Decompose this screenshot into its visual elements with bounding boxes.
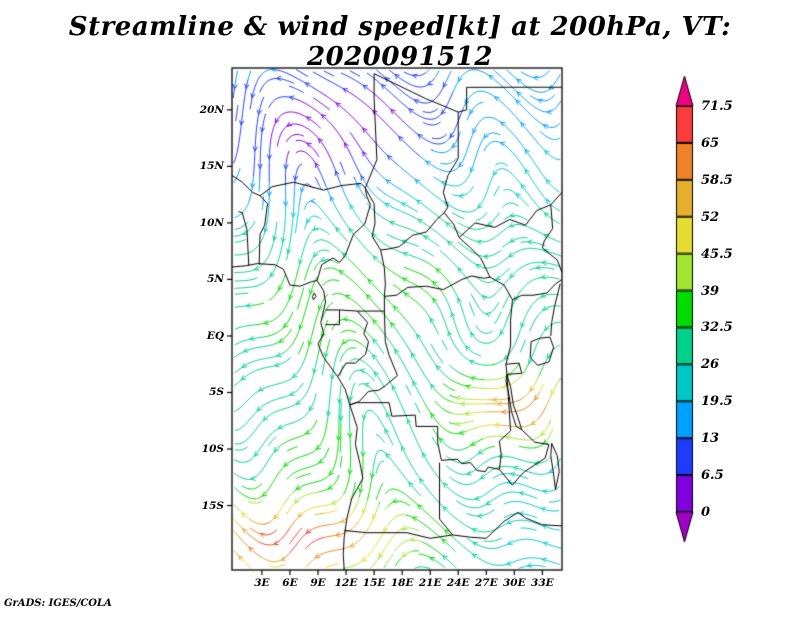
chart-title: Streamline & wind speed[kt] at 200hPa, V… [68, 12, 732, 72]
credit-text: GrADS: IGES/COLA [4, 598, 112, 609]
